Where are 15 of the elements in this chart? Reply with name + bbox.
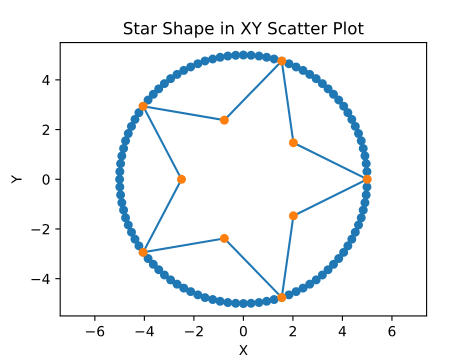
x-axis-title: X <box>239 345 248 355</box>
x-tick-label: −2 <box>185 326 203 336</box>
y-tick-label: −2 <box>31 224 50 234</box>
x-tick-label: 2 <box>290 326 296 336</box>
x-tick-label: 4 <box>338 326 346 336</box>
y-axis-title: Y <box>11 175 22 184</box>
y-tick-label: 0 <box>42 174 50 185</box>
y-tick-label: 2 <box>42 124 50 135</box>
x-tick-label: −4 <box>136 326 154 336</box>
x-tick-label: 0 <box>240 326 247 336</box>
y-tick-label: −4 <box>31 274 50 284</box>
y-tick-label: 4 <box>42 75 50 86</box>
x-tick-label: −6 <box>86 326 104 336</box>
chart-title: Star Shape in XY Scatter Plot <box>124 22 364 38</box>
x-tick-label: 6 <box>388 326 396 336</box>
